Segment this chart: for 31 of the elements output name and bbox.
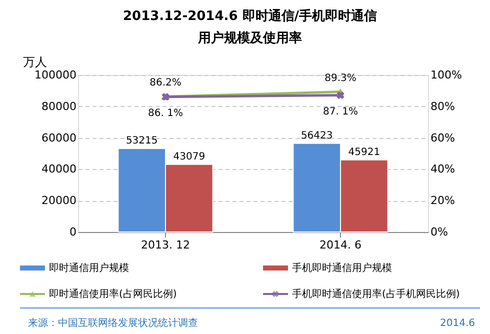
y-tick-label: 20000 (42, 194, 76, 208)
x-tick-label: 2013. 12 (141, 238, 190, 252)
y-tick-label: 100000 (34, 68, 76, 82)
y2-tick-label: 80% (430, 100, 455, 113)
y-tick-label: 40000 (42, 162, 76, 176)
y-tick-label: 80000 (42, 100, 76, 113)
data-label: 86.2% (150, 78, 182, 89)
data-label: 56423 (300, 130, 333, 142)
data-label: 86. 1% (148, 108, 183, 119)
data-label: 43079 (173, 151, 206, 162)
legend-label: 即时通信用户规模 (49, 262, 129, 274)
x-tick-label: 2014. 6 (320, 238, 362, 252)
y-tick-label: 60000 (42, 131, 76, 144)
data-label: 53215 (126, 135, 158, 146)
y2-tick-label: 0% (430, 226, 448, 238)
y-axis-title: 万人 (23, 55, 47, 69)
data-label: 89.3% (324, 72, 356, 84)
chart-title: 2013.12-2014.6 即时通信/手机即时通信 (122, 8, 378, 24)
source-note: 来源：中国互联网络发展状况统计调查 (28, 317, 198, 329)
chart-subtitle: 用户规模及使用率 (197, 30, 302, 46)
y-tick-label: 0 (70, 226, 76, 238)
y2-tick-label: 60% (430, 131, 455, 144)
y2-tick-label: 20% (430, 194, 455, 208)
legend-label: 即时通信使用率(占网民比例) (49, 288, 177, 300)
y2-tick-label: 100% (430, 68, 462, 82)
text: 2014.6 (440, 318, 475, 329)
y2-tick-label: 40% (430, 162, 455, 176)
legend-label: 手机即时通信用户规模 (292, 262, 392, 274)
data-label: 87. 1% (323, 106, 358, 118)
legend-label: 手机即时通信使用率(占手机网民比例) (292, 288, 460, 300)
data-label: 45921 (348, 146, 380, 158)
